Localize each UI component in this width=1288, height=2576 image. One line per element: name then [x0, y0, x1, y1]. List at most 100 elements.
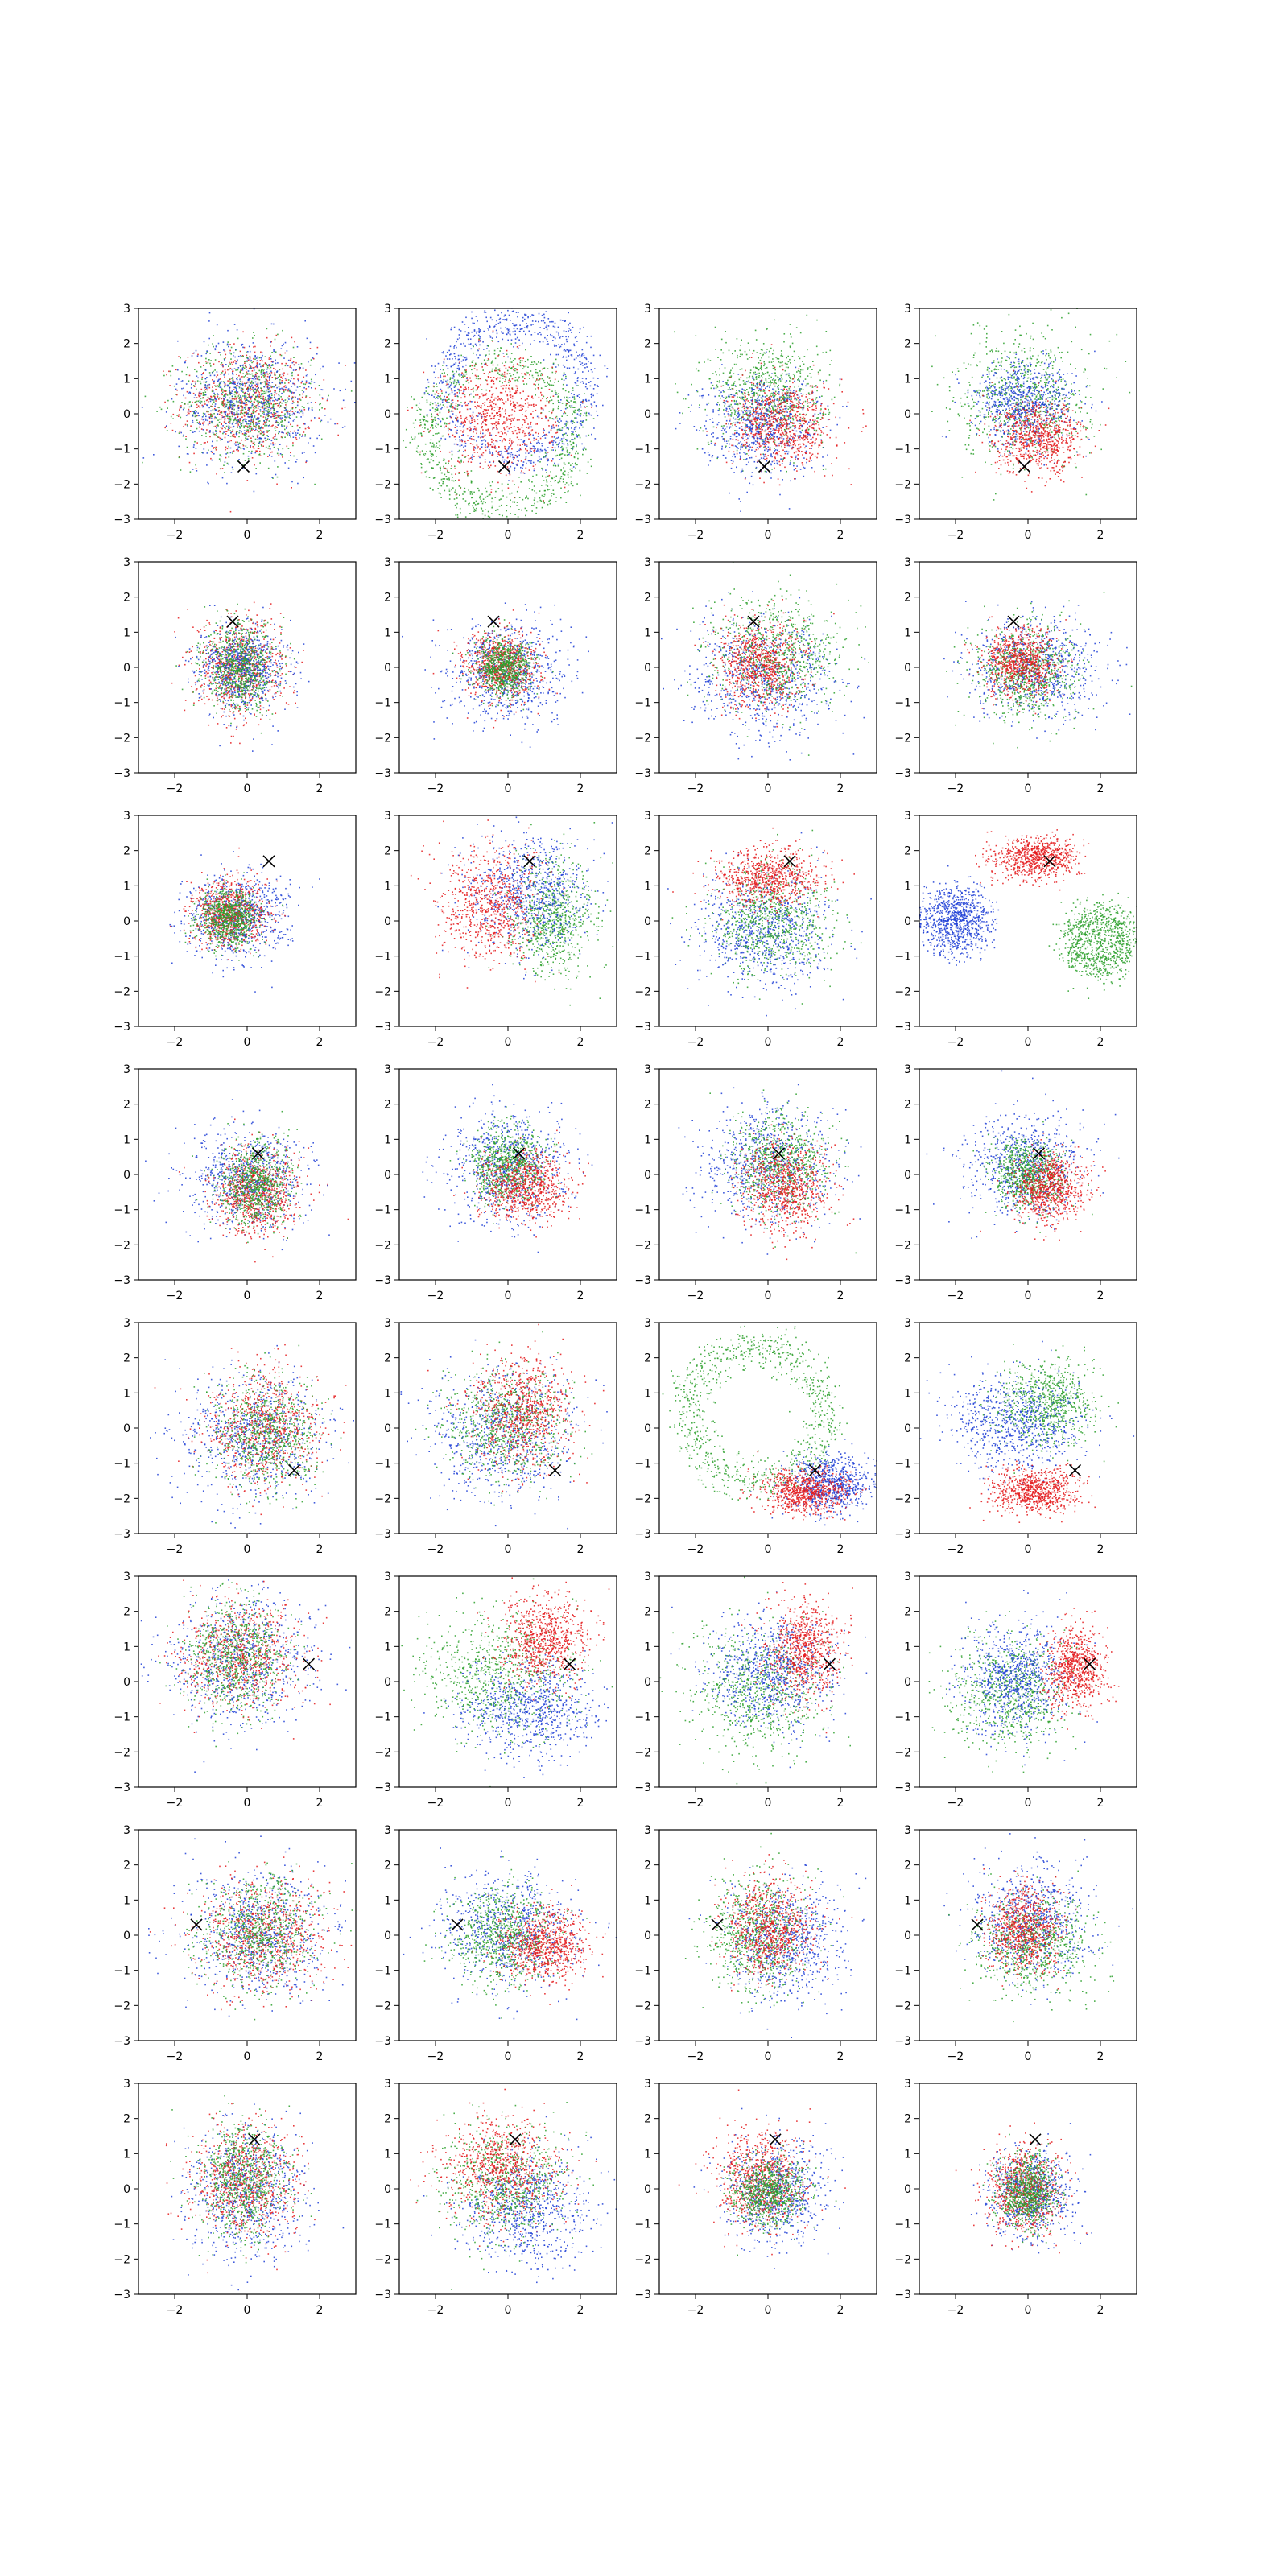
scatter-point [517, 464, 518, 465]
scatter-point [511, 493, 513, 494]
scatter-point [239, 418, 241, 419]
scatter-point [431, 365, 433, 367]
scatter-point [435, 450, 436, 452]
scatter-point [295, 384, 296, 386]
scatter-point [462, 455, 464, 456]
scatter-point [230, 404, 232, 406]
scatter-point [539, 443, 540, 444]
scatter-point [229, 423, 231, 424]
scatter-point [269, 454, 270, 456]
scatter-point [493, 365, 494, 366]
scatter-point [481, 389, 483, 390]
scatter-point [476, 390, 477, 391]
scatter-point [528, 433, 530, 435]
scatter-point [542, 445, 543, 447]
scatter-point [242, 382, 244, 383]
scatter-point [213, 413, 215, 415]
scatter-point [485, 450, 487, 452]
scatter-point [229, 418, 230, 419]
scatter-point [537, 372, 539, 374]
scatter-point [564, 426, 565, 427]
scatter-point [518, 378, 519, 379]
scatter-point [322, 398, 324, 400]
scatter-point [463, 389, 464, 390]
scatter-point [192, 431, 194, 433]
scatter-point [506, 385, 508, 386]
scatter-point [208, 359, 210, 361]
scatter-point [488, 445, 489, 447]
scatter-point [552, 444, 554, 446]
scatter-point [551, 385, 553, 386]
scatter-point [239, 431, 241, 432]
scatter-point [316, 438, 318, 440]
scatter-point [535, 432, 537, 434]
scatter-point [591, 369, 592, 371]
scatter-point [472, 373, 473, 374]
scatter-point [576, 446, 577, 448]
scatter-point [476, 428, 477, 430]
scatter-point [547, 476, 549, 477]
scatter-point [241, 398, 242, 400]
scatter-point [592, 395, 594, 397]
scatter-point [242, 383, 244, 385]
scatter-point [469, 423, 471, 424]
scatter-point [260, 383, 262, 385]
scatter-point [512, 431, 514, 432]
scatter-point [583, 327, 584, 328]
scatter-point [284, 425, 286, 427]
scatter-point [194, 441, 196, 443]
scatter-point [432, 407, 434, 409]
scatter-point [577, 377, 579, 378]
scatter-point [572, 485, 574, 487]
scatter-point [262, 394, 264, 395]
scatter-point [775, 375, 777, 377]
scatter-point [507, 340, 509, 341]
x-tick-label: 2 [316, 529, 324, 542]
scatter-point [515, 342, 517, 344]
scatter-point [443, 351, 444, 353]
scatter-point [306, 395, 308, 397]
scatter-point [218, 361, 220, 363]
scatter-point [245, 425, 246, 427]
scatter-point [230, 368, 232, 369]
scatter-point [736, 390, 737, 391]
scatter-point [535, 497, 536, 499]
scatter-point [279, 404, 280, 406]
scatter-point [244, 412, 246, 414]
scatter-point [560, 440, 562, 441]
scatter-point [803, 405, 805, 407]
scatter-point [511, 440, 513, 442]
scatter-point [230, 452, 232, 454]
scatter-point [223, 431, 225, 433]
scatter-point [251, 419, 253, 420]
scatter-point [281, 399, 283, 401]
scatter-point [175, 389, 177, 390]
scatter-point [455, 394, 456, 395]
scatter-point [451, 328, 452, 329]
scatter-point [517, 491, 518, 493]
scatter-point [432, 453, 434, 455]
scatter-point [192, 380, 194, 382]
scatter-point [476, 316, 477, 317]
scatter-point [514, 457, 515, 459]
scatter-point [492, 413, 493, 415]
scatter-point [264, 438, 266, 440]
scatter-point [441, 479, 443, 481]
scatter-point [256, 425, 258, 427]
scatter-point [208, 345, 209, 346]
scatter-point [419, 402, 420, 404]
scatter-point [794, 360, 795, 361]
scatter-point [501, 312, 502, 314]
scatter-point [200, 366, 202, 368]
scatter-point [242, 395, 244, 397]
scatter-point [246, 423, 248, 425]
scatter-point [283, 391, 285, 393]
scatter-point [229, 402, 230, 404]
scatter-point [303, 368, 304, 369]
scatter-point [247, 393, 249, 394]
scatter-point [268, 391, 270, 393]
scatter-point [473, 436, 475, 437]
scatter-point [576, 341, 578, 342]
scatter-point [217, 371, 218, 373]
scatter-point [562, 427, 564, 429]
